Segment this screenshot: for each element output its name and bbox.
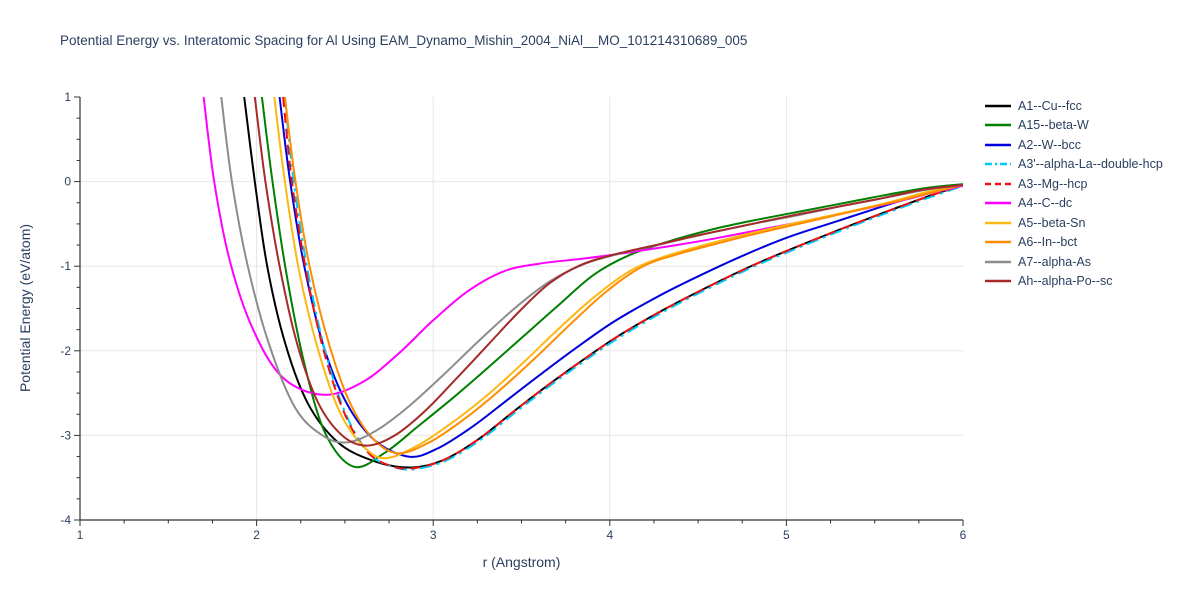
- y-tick-label: 1: [64, 90, 71, 104]
- x-tick-label: 3: [430, 528, 437, 542]
- series-curve-A3--Mg--hcp: [282, 97, 963, 470]
- chart-title: Potential Energy vs. Interatomic Spacing…: [60, 33, 748, 48]
- legend-line-sample-icon: [985, 260, 1011, 263]
- y-tick-label: -3: [60, 428, 71, 442]
- x-axis-title: r (Angstrom): [482, 554, 561, 570]
- x-tick-label: 4: [606, 528, 613, 542]
- series-curve-A5--beta-Sn: [273, 97, 963, 460]
- legend-item[interactable]: A3--Mg--hcp: [985, 177, 1163, 191]
- x-tick-label: 1: [77, 528, 84, 542]
- legend-line-sample-icon: [985, 163, 1011, 166]
- legend-item-label: A15--beta-W: [1018, 118, 1089, 133]
- legend-item[interactable]: A2--W--bcc: [985, 138, 1163, 152]
- legend-line-sample-icon: [985, 143, 1011, 146]
- legend-item-label: A4--C--dc: [1018, 196, 1073, 211]
- y-tick-label: -2: [60, 344, 71, 358]
- legend-item-label: A3'--alpha-La--double-hcp: [1018, 157, 1163, 172]
- series-curve-A7--alpha-As: [220, 97, 963, 444]
- x-tick-label: 2: [253, 528, 260, 542]
- legend-line-sample-icon: [985, 124, 1011, 127]
- legend-item-label: A7--alpha-As: [1018, 254, 1091, 269]
- legend-item[interactable]: A3'--alpha-La--double-hcp: [985, 157, 1163, 172]
- legend-item[interactable]: A15--beta-W: [985, 118, 1163, 133]
- legend-item[interactable]: A4--C--dc: [985, 196, 1163, 211]
- series-curve-A15--beta-W: [260, 97, 963, 469]
- legend-line-sample-icon: [985, 280, 1011, 283]
- legend-item[interactable]: A5--beta-Sn: [985, 216, 1163, 230]
- legend-item-label: A5--beta-Sn: [1018, 215, 1086, 230]
- legend-item-label: A3--Mg--hcp: [1018, 176, 1088, 191]
- legend-item[interactable]: A7--alpha-As: [985, 255, 1163, 269]
- legend-line-sample-icon: [985, 202, 1011, 205]
- legend-line-sample-icon: [985, 241, 1011, 244]
- legend-item-label: Ah--alpha-Po--sc: [1018, 274, 1113, 289]
- series-curve-A6--In--bct: [283, 97, 963, 455]
- y-tick-label: -1: [60, 259, 71, 273]
- legend-line-sample-icon: [985, 221, 1011, 224]
- legend-item[interactable]: Ah--alpha-Po--sc: [985, 274, 1163, 289]
- legend-line-sample-icon: [985, 182, 1011, 185]
- x-tick-label: 6: [960, 528, 967, 542]
- legend-line-sample-icon: [985, 104, 1011, 107]
- legend-item-label: A2--W--bcc: [1018, 137, 1081, 152]
- x-tick-label: 5: [783, 528, 790, 542]
- legend-item[interactable]: A6--In--bct: [985, 235, 1163, 250]
- series-curve-Ah--alpha-Po--sc: [253, 97, 963, 447]
- y-tick-label: -4: [60, 513, 71, 527]
- legend-item-label: A6--In--bct: [1018, 235, 1078, 250]
- y-tick-label: 0: [64, 175, 71, 189]
- legend-item-label: A1--Cu--fcc: [1018, 98, 1082, 113]
- legend-item[interactable]: A1--Cu--fcc: [985, 99, 1163, 113]
- legend: A1--Cu--fcc A15--beta-W A2--W--bcc A3'--alp…: [985, 99, 1163, 288]
- series-group: [202, 97, 963, 471]
- series-curve-A3'--alpha-La--double-hcp: [283, 97, 963, 471]
